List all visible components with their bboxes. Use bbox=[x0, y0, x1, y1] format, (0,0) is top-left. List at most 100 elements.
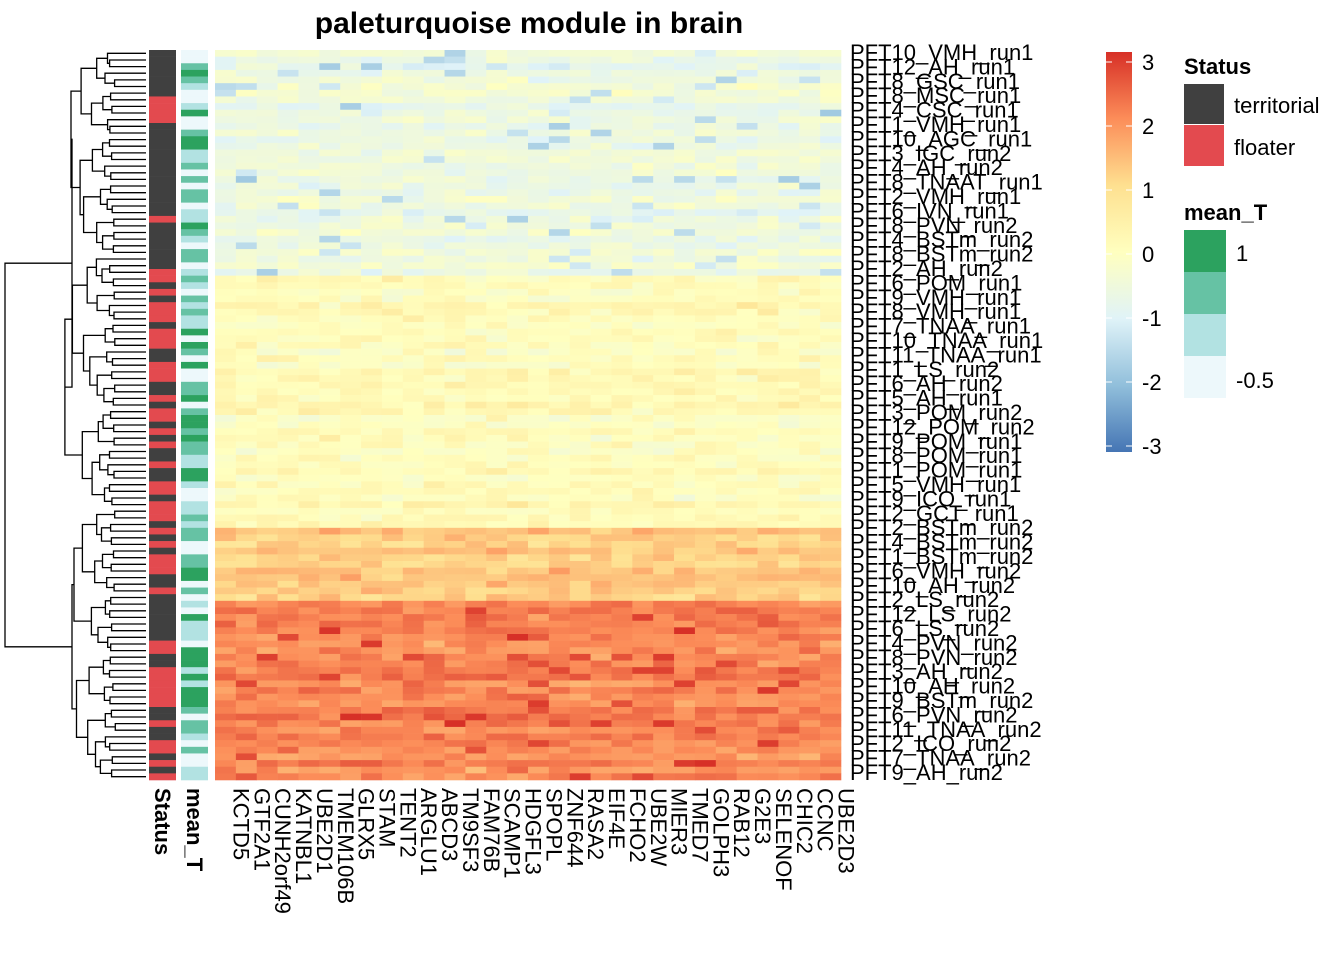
heatmap-cell bbox=[319, 514, 341, 522]
heatmap-cell bbox=[235, 541, 258, 549]
heatmap-cell bbox=[465, 368, 487, 376]
heatmap-cell bbox=[590, 242, 612, 250]
heatmap-cell bbox=[611, 288, 633, 296]
heatmap-cell bbox=[444, 746, 466, 754]
heatmap-cell bbox=[674, 381, 696, 389]
heatmap-cell bbox=[444, 488, 466, 495]
heatmap-cell bbox=[486, 554, 508, 562]
heatmap-cell bbox=[256, 189, 278, 197]
heatmap-cell bbox=[256, 574, 278, 582]
heatmap-cell bbox=[590, 169, 612, 177]
heatmap-cell bbox=[569, 56, 591, 64]
heatmap-cell bbox=[423, 647, 445, 655]
mean-t-cell bbox=[181, 753, 208, 761]
heatmap-cell bbox=[381, 428, 404, 436]
colorbar-tick-label: -1 bbox=[1142, 306, 1162, 331]
mean-t-cell bbox=[181, 69, 208, 77]
heatmap-cell bbox=[757, 116, 779, 124]
heatmap-cell bbox=[215, 574, 237, 582]
heatmap-cell bbox=[653, 202, 675, 210]
heatmap-cell bbox=[569, 726, 591, 734]
heatmap-cell bbox=[715, 50, 737, 57]
heatmap-cell bbox=[486, 740, 508, 748]
heatmap-cell bbox=[674, 647, 696, 655]
heatmap-cell bbox=[611, 441, 633, 449]
heatmap-cell bbox=[235, 428, 258, 436]
heatmap-cell bbox=[590, 693, 612, 701]
heatmap-cell bbox=[611, 554, 633, 562]
heatmap-cell bbox=[486, 561, 508, 568]
heatmap-cell bbox=[402, 693, 424, 701]
heatmap-cell bbox=[298, 242, 320, 250]
heatmap-cell bbox=[235, 753, 258, 761]
heatmap-cell bbox=[778, 494, 800, 502]
heatmap-cell bbox=[548, 607, 571, 615]
heatmap-cell bbox=[548, 222, 571, 230]
heatmap-cell bbox=[465, 96, 487, 104]
heatmap-cell bbox=[757, 269, 779, 276]
heatmap-cell bbox=[611, 454, 633, 462]
heatmap-cell bbox=[528, 454, 550, 462]
heatmap-cell bbox=[632, 607, 654, 615]
heatmap-cell bbox=[381, 620, 404, 628]
heatmap-cell bbox=[361, 507, 383, 515]
heatmap-cell bbox=[736, 647, 758, 655]
heatmap-cell bbox=[256, 766, 278, 774]
heatmap-cell bbox=[235, 123, 258, 130]
dendrogram-branch bbox=[96, 294, 115, 312]
heatmap-cell bbox=[340, 746, 362, 754]
heatmap-cell bbox=[381, 567, 404, 575]
column-label: GTF2A1 bbox=[249, 788, 274, 871]
heatmap-cell bbox=[611, 368, 633, 376]
heatmap-cell bbox=[402, 607, 424, 615]
heatmap-cell bbox=[715, 169, 737, 177]
heatmap-cell bbox=[611, 215, 633, 223]
heatmap-cell bbox=[590, 229, 612, 237]
heatmap-cell bbox=[507, 753, 529, 761]
heatmap-cell bbox=[402, 667, 424, 675]
heatmap-cell bbox=[277, 142, 299, 150]
heatmap-cell bbox=[528, 554, 550, 562]
heatmap-cell bbox=[340, 202, 362, 210]
heatmap-cell bbox=[736, 600, 758, 608]
heatmap-cell bbox=[277, 707, 299, 714]
heatmap-cell bbox=[465, 488, 487, 495]
heatmap-cell bbox=[778, 753, 800, 761]
heatmap-cell bbox=[694, 554, 717, 562]
heatmap-cell bbox=[715, 554, 737, 562]
heatmap-cell bbox=[319, 295, 341, 303]
heatmap-cell bbox=[256, 474, 278, 482]
heatmap-cell bbox=[319, 342, 341, 349]
heatmap-cell bbox=[298, 103, 320, 111]
heatmap-cell bbox=[319, 766, 341, 774]
heatmap-cell bbox=[507, 322, 529, 330]
status-cell bbox=[149, 468, 176, 476]
heatmap-cell bbox=[736, 162, 758, 170]
heatmap-cell bbox=[235, 288, 258, 296]
heatmap-cell bbox=[653, 680, 675, 688]
heatmap-cell bbox=[465, 494, 487, 502]
heatmap-cell bbox=[632, 395, 654, 403]
heatmap-cell bbox=[736, 434, 758, 442]
heatmap-cell bbox=[423, 149, 445, 157]
heatmap-cell bbox=[569, 607, 591, 615]
status-cell bbox=[149, 381, 176, 389]
heatmap-cell bbox=[215, 501, 237, 509]
status-cell bbox=[149, 660, 176, 668]
heatmap-cell bbox=[528, 634, 550, 641]
dendrogram-branch bbox=[106, 198, 146, 210]
heatmap-cell bbox=[569, 395, 591, 403]
heatmap-cell bbox=[632, 76, 654, 84]
heatmap-cell bbox=[548, 547, 571, 555]
dendrogram-branch bbox=[104, 72, 146, 84]
heatmap-cell bbox=[694, 255, 717, 263]
heatmap-cell bbox=[298, 282, 320, 290]
heatmap-cell bbox=[277, 567, 299, 575]
heatmap-cell bbox=[215, 707, 237, 714]
heatmap-cell bbox=[340, 468, 362, 476]
heatmap-cell bbox=[423, 76, 445, 84]
heatmap-cell bbox=[361, 302, 383, 310]
heatmap-cell bbox=[381, 335, 404, 343]
heatmap-cell bbox=[548, 421, 571, 429]
heatmap-cell bbox=[319, 481, 341, 489]
